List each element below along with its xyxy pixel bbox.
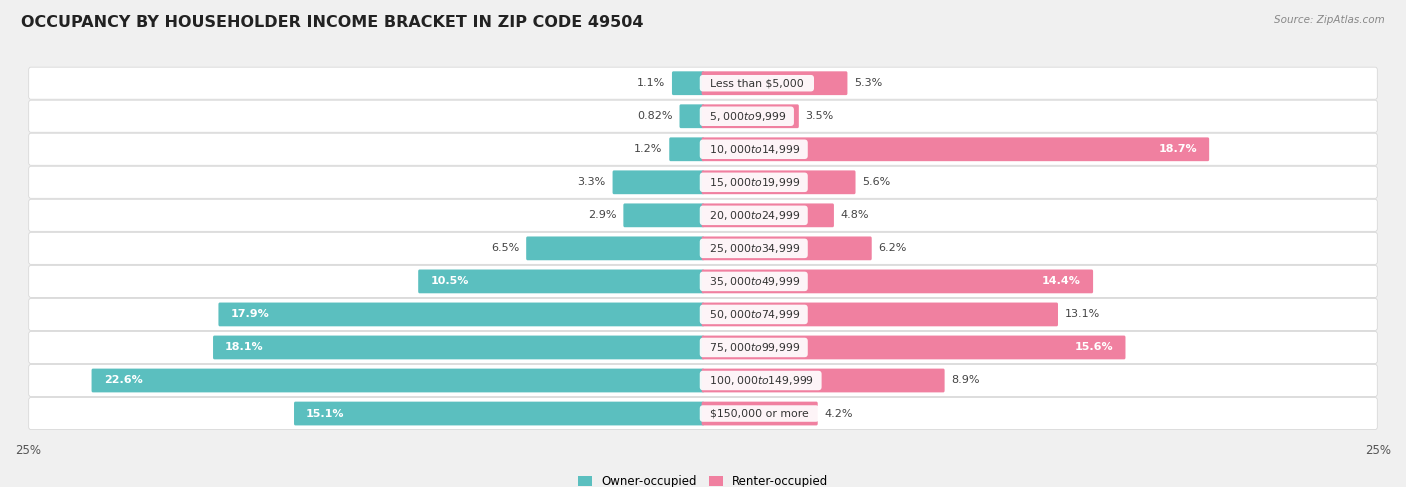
FancyBboxPatch shape <box>28 364 1378 396</box>
Text: 1.1%: 1.1% <box>637 78 665 88</box>
FancyBboxPatch shape <box>28 100 1378 132</box>
FancyBboxPatch shape <box>672 71 704 95</box>
Text: 17.9%: 17.9% <box>231 309 270 319</box>
Text: 3.5%: 3.5% <box>806 111 834 121</box>
Text: $75,000 to $99,999: $75,000 to $99,999 <box>703 341 804 354</box>
FancyBboxPatch shape <box>702 137 1209 161</box>
Text: $50,000 to $74,999: $50,000 to $74,999 <box>703 308 804 321</box>
FancyBboxPatch shape <box>702 71 848 95</box>
Text: 4.8%: 4.8% <box>841 210 869 220</box>
Text: 18.7%: 18.7% <box>1159 144 1197 154</box>
Legend: Owner-occupied, Renter-occupied: Owner-occupied, Renter-occupied <box>572 471 834 487</box>
FancyBboxPatch shape <box>623 204 704 227</box>
Text: 13.1%: 13.1% <box>1064 309 1099 319</box>
Text: $150,000 or more: $150,000 or more <box>703 409 815 418</box>
Text: $100,000 to $149,999: $100,000 to $149,999 <box>703 374 818 387</box>
FancyBboxPatch shape <box>418 269 704 293</box>
FancyBboxPatch shape <box>702 402 818 426</box>
FancyBboxPatch shape <box>91 369 704 393</box>
FancyBboxPatch shape <box>702 269 1092 293</box>
Text: $15,000 to $19,999: $15,000 to $19,999 <box>703 176 804 189</box>
Text: Less than $5,000: Less than $5,000 <box>703 78 811 88</box>
FancyBboxPatch shape <box>702 204 834 227</box>
Text: $5,000 to $9,999: $5,000 to $9,999 <box>703 110 790 123</box>
FancyBboxPatch shape <box>28 332 1378 363</box>
Text: 6.2%: 6.2% <box>879 244 907 253</box>
Text: 1.2%: 1.2% <box>634 144 662 154</box>
Text: 22.6%: 22.6% <box>104 375 142 386</box>
Text: $25,000 to $34,999: $25,000 to $34,999 <box>703 242 804 255</box>
FancyBboxPatch shape <box>28 397 1378 430</box>
FancyBboxPatch shape <box>702 104 799 128</box>
FancyBboxPatch shape <box>28 166 1378 198</box>
FancyBboxPatch shape <box>669 137 704 161</box>
Text: 2.9%: 2.9% <box>588 210 617 220</box>
Text: OCCUPANCY BY HOUSEHOLDER INCOME BRACKET IN ZIP CODE 49504: OCCUPANCY BY HOUSEHOLDER INCOME BRACKET … <box>21 15 644 30</box>
Text: 6.5%: 6.5% <box>491 244 519 253</box>
Text: 10.5%: 10.5% <box>430 277 468 286</box>
Text: 5.6%: 5.6% <box>862 177 890 187</box>
FancyBboxPatch shape <box>28 299 1378 331</box>
FancyBboxPatch shape <box>28 265 1378 298</box>
Text: 0.82%: 0.82% <box>637 111 672 121</box>
Text: 14.4%: 14.4% <box>1042 277 1081 286</box>
FancyBboxPatch shape <box>679 104 704 128</box>
FancyBboxPatch shape <box>28 133 1378 165</box>
FancyBboxPatch shape <box>702 369 945 393</box>
Text: 15.1%: 15.1% <box>307 409 344 418</box>
FancyBboxPatch shape <box>526 237 704 260</box>
FancyBboxPatch shape <box>214 336 704 359</box>
Text: 15.6%: 15.6% <box>1074 342 1114 353</box>
FancyBboxPatch shape <box>28 67 1378 99</box>
Text: 4.2%: 4.2% <box>824 409 853 418</box>
Text: 18.1%: 18.1% <box>225 342 264 353</box>
Text: $35,000 to $49,999: $35,000 to $49,999 <box>703 275 804 288</box>
FancyBboxPatch shape <box>28 232 1378 264</box>
Text: $10,000 to $14,999: $10,000 to $14,999 <box>703 143 804 156</box>
FancyBboxPatch shape <box>702 302 1057 326</box>
FancyBboxPatch shape <box>702 336 1125 359</box>
FancyBboxPatch shape <box>28 199 1378 231</box>
Text: 3.3%: 3.3% <box>578 177 606 187</box>
Text: 8.9%: 8.9% <box>952 375 980 386</box>
Text: Source: ZipAtlas.com: Source: ZipAtlas.com <box>1274 15 1385 25</box>
FancyBboxPatch shape <box>702 170 855 194</box>
Text: 5.3%: 5.3% <box>855 78 883 88</box>
FancyBboxPatch shape <box>613 170 704 194</box>
FancyBboxPatch shape <box>294 402 704 426</box>
FancyBboxPatch shape <box>218 302 704 326</box>
Text: $20,000 to $24,999: $20,000 to $24,999 <box>703 209 804 222</box>
FancyBboxPatch shape <box>702 237 872 260</box>
